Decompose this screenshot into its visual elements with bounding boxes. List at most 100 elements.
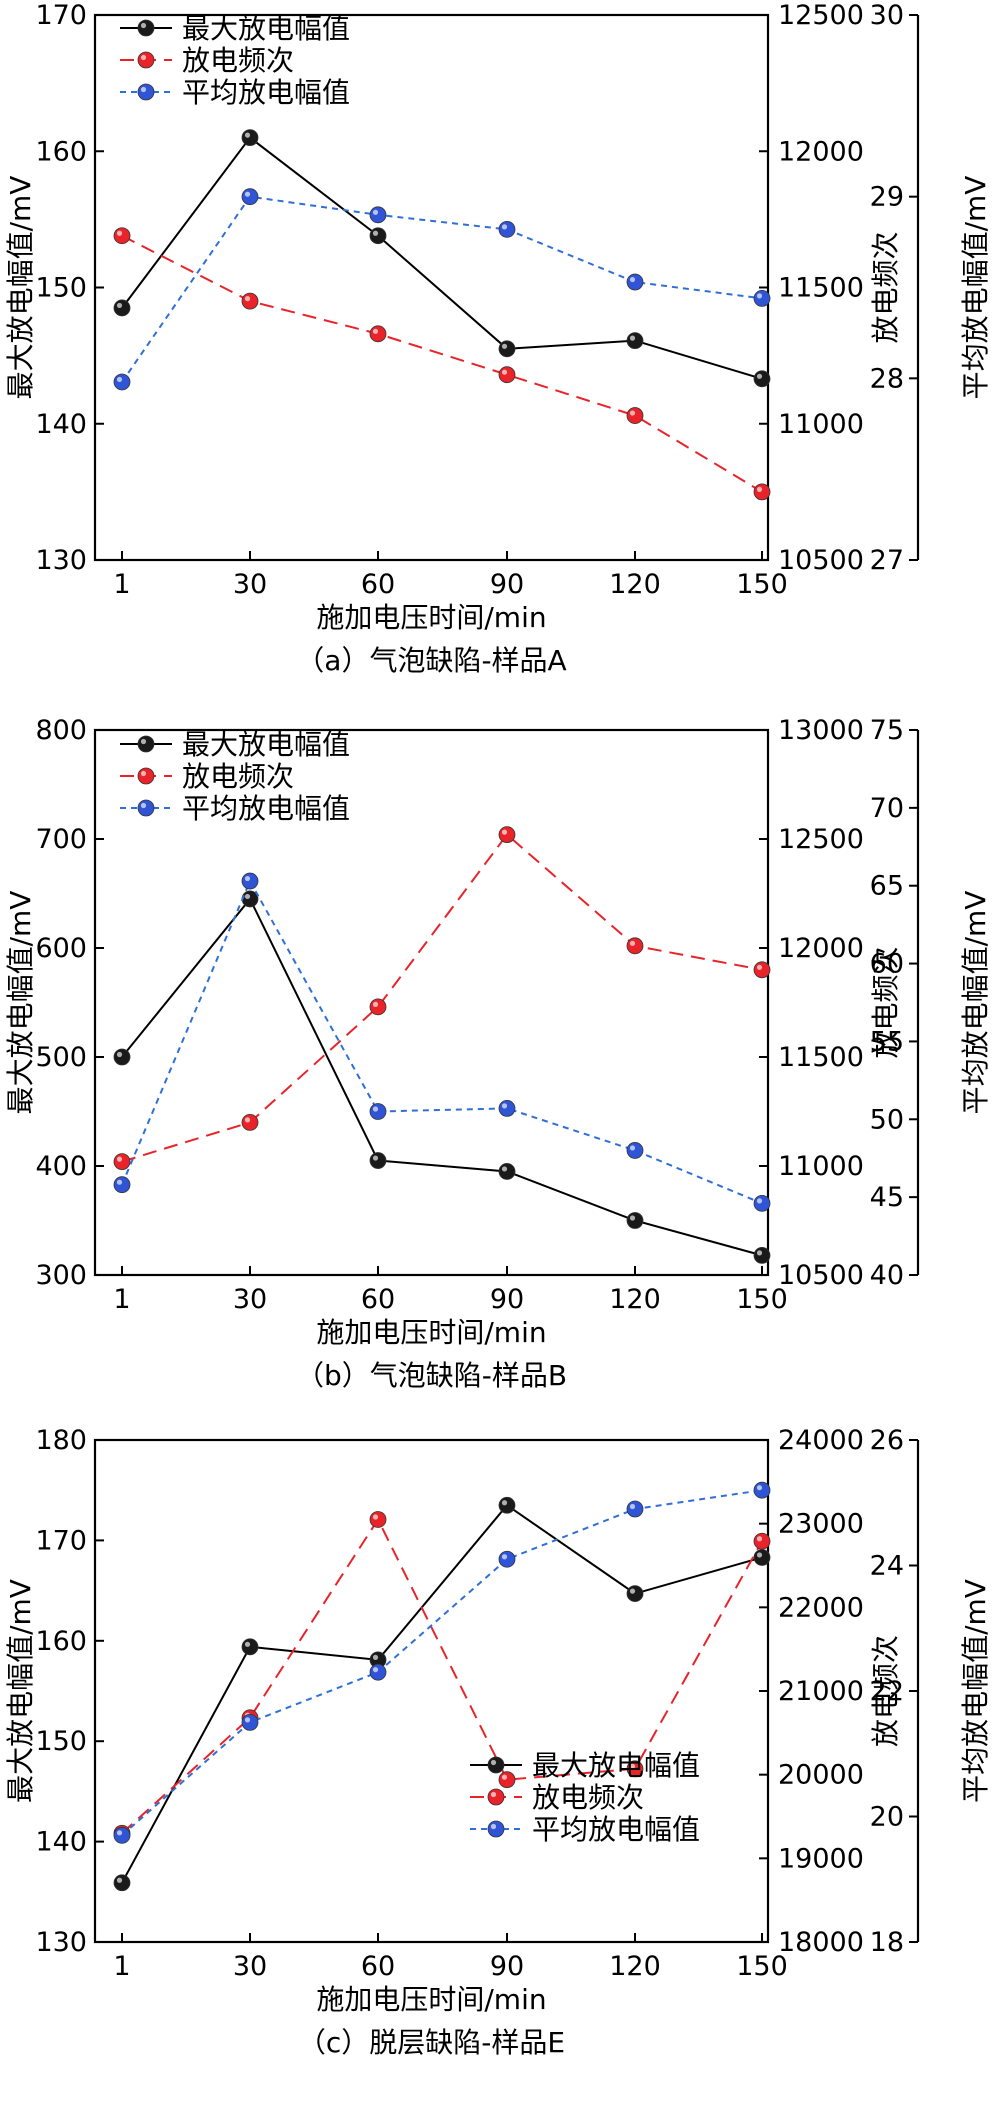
- right-tick-label: 23000: [778, 1509, 864, 1540]
- data-point-highlight: [501, 1774, 508, 1780]
- left-tick-label: 500: [35, 1042, 87, 1073]
- series-line-2: [121, 833, 763, 1163]
- left-tick-label: 170: [35, 1525, 87, 1556]
- secondary-right-axis-title: 平均放电幅值/mV: [959, 891, 992, 1115]
- x-tick-label: 60: [361, 1951, 395, 1982]
- data-point: [113, 1874, 131, 1892]
- data-point: [369, 227, 387, 245]
- legend-marker-highlight: [140, 738, 147, 745]
- data-point-highlight: [756, 1552, 763, 1558]
- right-axis-title: 放电频次: [869, 946, 902, 1058]
- data-point: [498, 826, 516, 844]
- right-tick-label: 18000: [778, 1927, 864, 1958]
- right-tick-label: 19000: [778, 1843, 864, 1874]
- data-point-highlight: [756, 1250, 763, 1256]
- data-point: [626, 1212, 644, 1229]
- data-point: [369, 1103, 387, 1120]
- data-point-highlight: [244, 1117, 251, 1123]
- series-line-2: [121, 234, 763, 493]
- right-tick-label: 11500: [778, 273, 864, 304]
- series-line-3: [121, 195, 763, 383]
- x-tick-label: 1: [113, 1951, 130, 1982]
- data-point-highlight: [244, 1717, 251, 1723]
- x-tick-label: 1: [113, 1284, 130, 1315]
- data-point: [753, 1549, 771, 1566]
- data-point-highlight: [756, 1198, 763, 1204]
- x-tick-label: 90: [490, 569, 524, 600]
- legend-label: 平均放电幅值: [532, 1813, 700, 1846]
- left-tick-label: 600: [35, 933, 87, 964]
- data-point: [498, 340, 516, 358]
- left-tick-label: 170: [35, 0, 87, 31]
- secondary-right-tick-label: 22: [870, 1676, 904, 1707]
- x-tick-label: 150: [736, 569, 788, 600]
- data-point: [241, 292, 259, 310]
- chart-panel-3: 1301401501601701801800019000200002100022…: [4, 1425, 992, 2059]
- legend-label: 平均放电幅值: [182, 792, 350, 825]
- secondary-right-tick-label: 24: [870, 1551, 904, 1582]
- legend-marker-highlight: [490, 1759, 497, 1766]
- right-tick-label: 20000: [778, 1760, 864, 1791]
- data-point-highlight: [116, 230, 123, 236]
- right-tick-label: 22000: [778, 1592, 864, 1623]
- data-point: [241, 1713, 259, 1731]
- data-point: [498, 366, 516, 384]
- data-point-highlight: [372, 1001, 379, 1007]
- secondary-right-tick-label: 65: [870, 871, 904, 902]
- left-tick-label: 300: [35, 1260, 87, 1291]
- left-tick-label: 400: [35, 1151, 87, 1182]
- legend-marker-highlight: [140, 54, 147, 61]
- secondary-right-tick-label: 28: [870, 363, 904, 394]
- data-point: [241, 188, 259, 206]
- left-tick-label: 140: [35, 1827, 87, 1858]
- x-tick-label: 30: [233, 569, 267, 600]
- legend-marker-highlight: [490, 1791, 497, 1798]
- secondary-right-tick-label: 18: [870, 1927, 904, 1958]
- left-tick-label: 130: [35, 545, 87, 576]
- data-point: [113, 227, 131, 245]
- series-line-1: [121, 136, 763, 380]
- data-point: [241, 1638, 259, 1656]
- plot-frame: [93, 728, 770, 1277]
- data-point: [753, 483, 771, 501]
- data-point: [498, 220, 516, 238]
- right-tick-label: 12000: [778, 136, 864, 167]
- legend-label: 最大放电幅值: [182, 12, 350, 45]
- x-tick-label: 30: [233, 1284, 267, 1315]
- data-point-highlight: [372, 230, 379, 236]
- right-axis-title: 放电频次: [869, 231, 902, 343]
- data-point: [369, 1152, 387, 1169]
- right-tick-label: 10500: [778, 545, 864, 576]
- data-point: [626, 1142, 644, 1159]
- data-point: [498, 1099, 516, 1117]
- series-line-1: [121, 1503, 763, 1884]
- left-tick-label: 140: [35, 409, 87, 440]
- data-point-highlight: [501, 224, 508, 230]
- legend-marker-highlight: [140, 86, 147, 93]
- x-axis-title: 施加电压时间/min: [316, 1983, 546, 2016]
- data-point-highlight: [372, 209, 379, 215]
- x-tick-label: 150: [736, 1951, 788, 1982]
- legend-marker: [487, 1756, 505, 1774]
- secondary-right-axis-title: 平均放电幅值/mV: [959, 1579, 992, 1803]
- data-point-highlight: [756, 1485, 763, 1491]
- right-tick-label: 10500: [778, 1260, 864, 1291]
- data-point: [113, 1176, 131, 1194]
- secondary-right-tick-label: 26: [870, 1425, 904, 1456]
- legend-label: 最大放电幅值: [532, 1749, 700, 1782]
- x-tick-label: 150: [736, 1284, 788, 1315]
- legend-marker: [137, 19, 155, 37]
- right-tick-label: 12500: [778, 0, 864, 31]
- data-point-highlight: [501, 1500, 508, 1506]
- data-point-highlight: [116, 1051, 123, 1058]
- left-tick-label: 700: [35, 824, 87, 855]
- data-point: [626, 407, 644, 424]
- legend-label: 放电频次: [182, 44, 294, 77]
- x-tick-label: 60: [361, 1284, 395, 1315]
- legend-label: 最大放电幅值: [182, 728, 350, 761]
- data-point-highlight: [372, 1667, 379, 1673]
